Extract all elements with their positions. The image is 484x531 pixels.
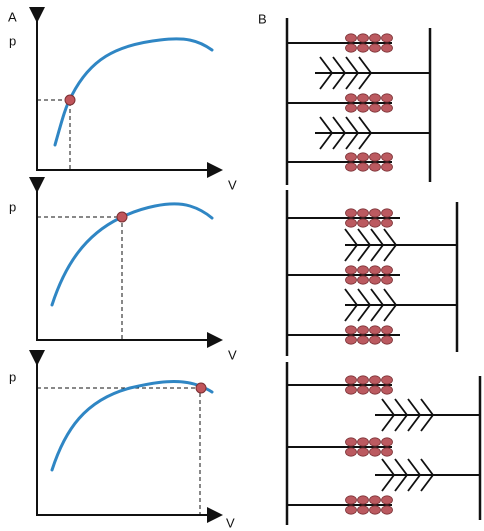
actin-bead <box>370 438 381 446</box>
actin-bead <box>346 326 357 334</box>
actin-bead <box>382 94 393 102</box>
panel-label: A <box>8 9 17 24</box>
actin-bead <box>382 448 393 456</box>
actin-bead <box>346 266 357 274</box>
actin-bead <box>346 34 357 42</box>
y-axis-label: p <box>9 199 16 214</box>
actin-bead <box>358 94 369 102</box>
operating-point <box>65 95 75 105</box>
actin-bead <box>370 219 381 227</box>
figure: A p V p V p V B <box>0 0 484 531</box>
actin-bead <box>382 438 393 446</box>
actin-bead <box>370 34 381 42</box>
actin-bead <box>382 266 393 274</box>
actin-bead <box>370 386 381 394</box>
actin-bead <box>370 276 381 284</box>
actin-bead <box>358 44 369 52</box>
operating-point <box>117 212 127 222</box>
curve <box>52 204 212 305</box>
actin-bead <box>382 34 393 42</box>
actin-bead <box>382 209 393 217</box>
panel-label: B <box>258 11 267 26</box>
x-axis-label: V <box>228 347 237 362</box>
actin-bead <box>370 336 381 344</box>
x-axis-label: V <box>228 177 237 192</box>
actin-bead <box>358 219 369 227</box>
actin-bead <box>358 336 369 344</box>
actin-bead <box>346 219 357 227</box>
actin-bead <box>346 438 357 446</box>
actin-bead <box>346 44 357 52</box>
actin-bead <box>358 34 369 42</box>
actin-bead <box>346 104 357 112</box>
actin-bead <box>382 336 393 344</box>
actin-bead <box>370 209 381 217</box>
actin-bead <box>358 326 369 334</box>
curve <box>52 382 212 470</box>
actin-bead <box>382 326 393 334</box>
guide-line <box>37 217 122 340</box>
actin-bead <box>370 44 381 52</box>
axes <box>37 15 215 170</box>
actin-bead <box>370 104 381 112</box>
actin-bead <box>358 276 369 284</box>
actin-bead <box>358 209 369 217</box>
actin-bead <box>358 163 369 171</box>
actin-bead <box>358 438 369 446</box>
actin-bead <box>382 386 393 394</box>
actin-bead <box>346 209 357 217</box>
actin-bead <box>382 506 393 514</box>
panel-a: A p V p V p V <box>8 9 237 530</box>
actin-bead <box>370 448 381 456</box>
actin-bead <box>382 163 393 171</box>
actin-bead <box>382 219 393 227</box>
actin-bead <box>358 386 369 394</box>
actin-bead <box>346 94 357 102</box>
curve <box>55 39 212 145</box>
actin-bead <box>382 376 393 384</box>
actin-bead <box>382 153 393 161</box>
actin-bead <box>370 506 381 514</box>
actin-bead <box>358 104 369 112</box>
actin-bead <box>382 44 393 52</box>
x-axis-label: V <box>226 515 235 530</box>
actin-bead <box>346 153 357 161</box>
axes <box>37 185 215 340</box>
panel-b: B <box>258 11 480 525</box>
actin-bead <box>358 266 369 274</box>
actin-bead <box>358 496 369 504</box>
actin-bead <box>346 376 357 384</box>
actin-bead <box>382 104 393 112</box>
y-axis-label: p <box>9 369 16 384</box>
actin-bead <box>370 376 381 384</box>
actin-bead <box>370 163 381 171</box>
actin-bead <box>370 266 381 274</box>
actin-bead <box>346 506 357 514</box>
y-axis-label: p <box>9 33 16 48</box>
actin-bead <box>370 326 381 334</box>
actin-bead <box>346 336 357 344</box>
actin-bead <box>382 276 393 284</box>
actin-bead <box>370 496 381 504</box>
actin-bead <box>346 496 357 504</box>
actin-bead <box>382 496 393 504</box>
actin-bead <box>370 94 381 102</box>
actin-bead <box>346 163 357 171</box>
actin-bead <box>346 276 357 284</box>
actin-bead <box>358 448 369 456</box>
actin-bead <box>346 448 357 456</box>
operating-point <box>196 383 206 393</box>
actin-bead <box>358 153 369 161</box>
actin-bead <box>358 506 369 514</box>
guide-line <box>37 388 200 515</box>
actin-bead <box>370 153 381 161</box>
actin-bead <box>346 386 357 394</box>
actin-bead <box>358 376 369 384</box>
